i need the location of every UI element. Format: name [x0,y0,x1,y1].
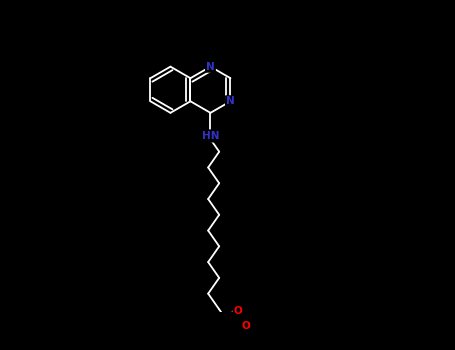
Text: O: O [233,306,242,316]
Text: N: N [206,62,215,72]
Text: N: N [226,96,235,106]
Text: O: O [241,321,250,331]
Text: HN: HN [202,131,219,141]
